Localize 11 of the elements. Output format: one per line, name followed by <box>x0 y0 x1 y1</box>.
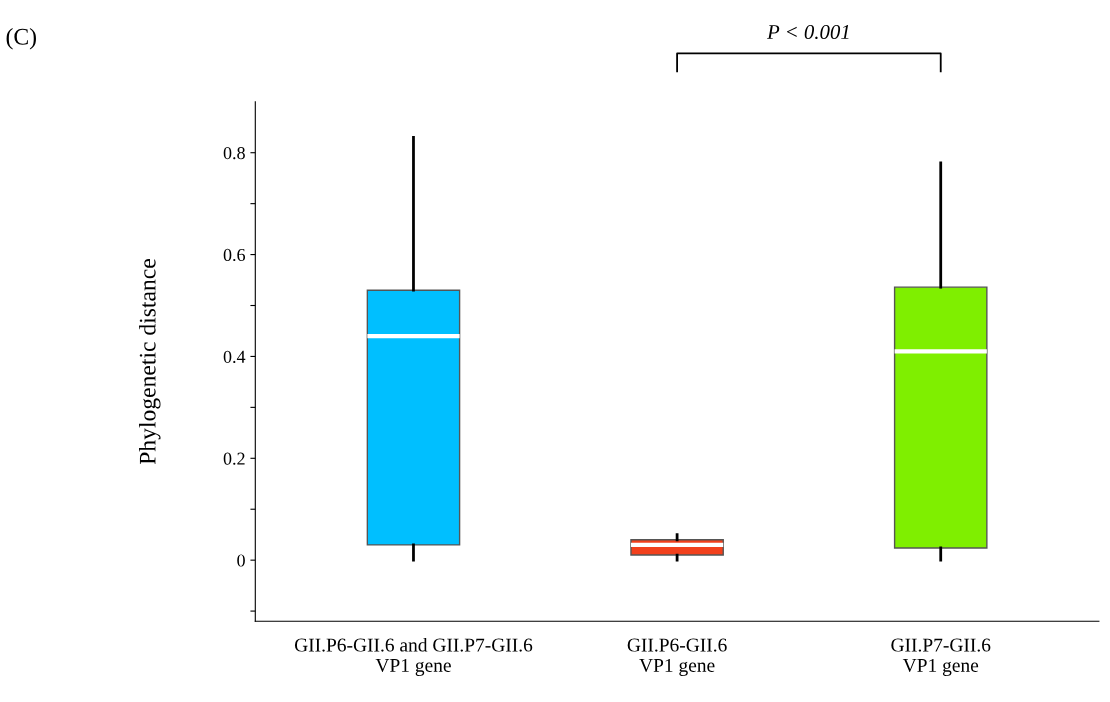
x-tick-label: GII.P6-GII.6 VP1 gene <box>627 638 727 676</box>
x-tick-label: GII.P7-GII.6 VP1 gene <box>891 638 991 676</box>
y-axis-title: Phylogenetic distance <box>139 259 161 465</box>
text: (C) <box>6 28 36 50</box>
text: P < 0.001 <box>766 24 849 40</box>
y-tick-label: 0.6 <box>223 248 246 262</box>
y-tick-label: 0.4 <box>223 350 246 363</box>
y-tick-label: 0.2 <box>223 452 245 465</box>
x-tick-label: GII.P6-GII.6 and GII.P7-GII.6 VP1 gene <box>294 637 533 676</box>
y-tick-label: 0.8 <box>223 146 245 160</box>
y-tick-label: 0 <box>237 554 245 567</box>
